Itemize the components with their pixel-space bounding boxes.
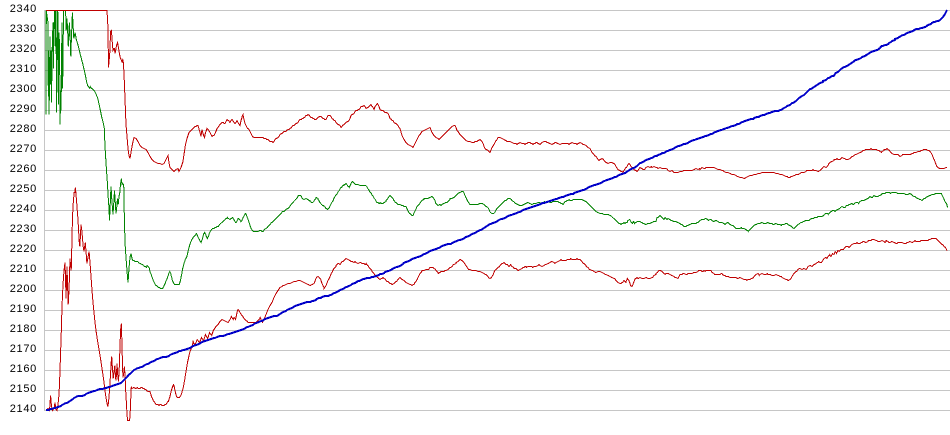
- svg-text:2160: 2160: [10, 363, 37, 375]
- svg-text:2270: 2270: [10, 143, 37, 155]
- svg-text:2200: 2200: [10, 283, 37, 295]
- svg-text:2320: 2320: [10, 43, 37, 55]
- svg-text:2170: 2170: [10, 343, 37, 355]
- svg-text:2150: 2150: [10, 383, 37, 395]
- svg-text:2180: 2180: [10, 323, 37, 335]
- svg-text:2280: 2280: [10, 123, 37, 135]
- svg-text:2190: 2190: [10, 303, 37, 315]
- svg-text:2140: 2140: [10, 403, 37, 415]
- svg-text:2340: 2340: [10, 3, 37, 15]
- svg-text:2310: 2310: [10, 63, 37, 75]
- svg-text:2300: 2300: [10, 83, 37, 95]
- svg-text:2230: 2230: [10, 223, 37, 235]
- svg-text:2330: 2330: [10, 23, 37, 35]
- svg-text:2290: 2290: [10, 103, 37, 115]
- svg-text:2220: 2220: [10, 243, 37, 255]
- svg-text:2240: 2240: [10, 203, 37, 215]
- svg-text:2250: 2250: [10, 183, 37, 195]
- svg-text:2260: 2260: [10, 163, 37, 175]
- svg-text:2210: 2210: [10, 263, 37, 275]
